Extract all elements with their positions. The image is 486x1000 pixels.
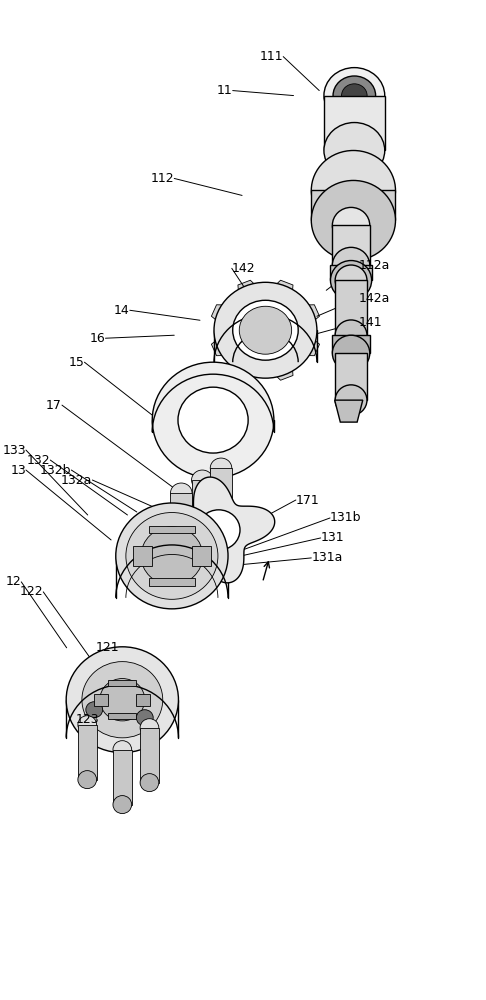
Polygon shape	[301, 336, 319, 356]
Ellipse shape	[324, 68, 385, 124]
Polygon shape	[149, 526, 195, 533]
Ellipse shape	[116, 503, 228, 609]
Text: 141: 141	[359, 316, 382, 329]
Polygon shape	[272, 280, 293, 297]
Text: 14: 14	[114, 304, 130, 317]
Text: 142a: 142a	[359, 292, 390, 305]
Text: 112a: 112a	[359, 259, 390, 272]
Ellipse shape	[332, 335, 370, 371]
Ellipse shape	[214, 282, 317, 378]
Ellipse shape	[191, 508, 213, 528]
Ellipse shape	[171, 521, 192, 541]
Polygon shape	[192, 546, 210, 566]
Text: 11: 11	[217, 84, 233, 97]
Ellipse shape	[171, 483, 192, 503]
Ellipse shape	[324, 123, 385, 178]
Text: 111: 111	[260, 50, 283, 63]
Polygon shape	[312, 190, 396, 220]
Polygon shape	[335, 280, 367, 335]
Ellipse shape	[312, 180, 396, 260]
Polygon shape	[149, 578, 195, 586]
Ellipse shape	[335, 265, 367, 296]
Ellipse shape	[152, 362, 274, 478]
Text: 132a: 132a	[61, 474, 92, 487]
Polygon shape	[171, 493, 192, 531]
Ellipse shape	[66, 647, 178, 753]
Ellipse shape	[233, 300, 298, 360]
Polygon shape	[332, 335, 370, 353]
Text: 142: 142	[232, 262, 256, 275]
Ellipse shape	[141, 527, 203, 585]
Text: 15: 15	[69, 356, 85, 369]
Text: 131b: 131b	[330, 511, 362, 524]
Polygon shape	[113, 750, 132, 805]
Polygon shape	[108, 680, 137, 686]
Ellipse shape	[210, 496, 232, 516]
Ellipse shape	[178, 387, 248, 453]
Ellipse shape	[239, 306, 292, 354]
Polygon shape	[238, 364, 259, 380]
Text: 132b: 132b	[40, 464, 71, 477]
Text: 12: 12	[5, 575, 21, 588]
Polygon shape	[324, 96, 385, 150]
Ellipse shape	[333, 76, 376, 115]
Polygon shape	[335, 353, 367, 400]
Text: 17: 17	[46, 399, 62, 412]
Ellipse shape	[330, 261, 372, 300]
Ellipse shape	[78, 771, 97, 789]
Text: 131: 131	[321, 531, 344, 544]
Text: 133: 133	[2, 444, 26, 457]
Polygon shape	[238, 280, 259, 297]
Ellipse shape	[335, 385, 367, 415]
Polygon shape	[332, 225, 370, 265]
Ellipse shape	[332, 207, 370, 243]
Text: 16: 16	[90, 332, 105, 345]
Ellipse shape	[137, 710, 153, 726]
Ellipse shape	[312, 150, 396, 230]
Ellipse shape	[342, 84, 367, 107]
Ellipse shape	[140, 719, 159, 737]
Ellipse shape	[191, 470, 213, 490]
Polygon shape	[163, 477, 275, 583]
Ellipse shape	[78, 716, 97, 734]
Polygon shape	[211, 305, 230, 324]
Polygon shape	[272, 364, 293, 380]
Text: 123: 123	[76, 713, 100, 726]
Polygon shape	[301, 305, 319, 324]
Polygon shape	[191, 480, 213, 518]
Text: 132: 132	[27, 454, 50, 467]
Ellipse shape	[210, 458, 232, 478]
Ellipse shape	[197, 510, 240, 550]
Ellipse shape	[82, 662, 163, 738]
Polygon shape	[335, 400, 363, 422]
Polygon shape	[94, 694, 108, 706]
Text: 171: 171	[296, 493, 320, 506]
Ellipse shape	[86, 702, 103, 718]
Text: 122: 122	[19, 585, 43, 598]
Ellipse shape	[113, 796, 132, 814]
Ellipse shape	[113, 741, 132, 759]
Polygon shape	[211, 336, 230, 356]
Ellipse shape	[126, 513, 218, 599]
Text: 121: 121	[96, 641, 120, 654]
Polygon shape	[78, 725, 97, 780]
Polygon shape	[210, 468, 232, 506]
Polygon shape	[133, 546, 152, 566]
Ellipse shape	[332, 247, 370, 283]
Polygon shape	[140, 728, 159, 783]
Text: 13: 13	[10, 464, 26, 477]
Ellipse shape	[100, 679, 145, 721]
Ellipse shape	[140, 774, 159, 792]
Polygon shape	[137, 694, 150, 706]
Text: 131a: 131a	[312, 551, 343, 564]
Polygon shape	[108, 713, 137, 719]
Text: 112: 112	[151, 172, 174, 185]
Polygon shape	[330, 265, 372, 280]
Ellipse shape	[335, 320, 367, 351]
